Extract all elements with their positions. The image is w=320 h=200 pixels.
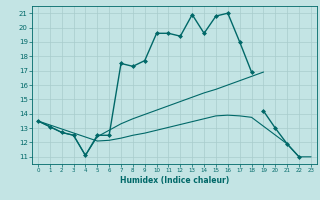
X-axis label: Humidex (Indice chaleur): Humidex (Indice chaleur): [120, 176, 229, 185]
